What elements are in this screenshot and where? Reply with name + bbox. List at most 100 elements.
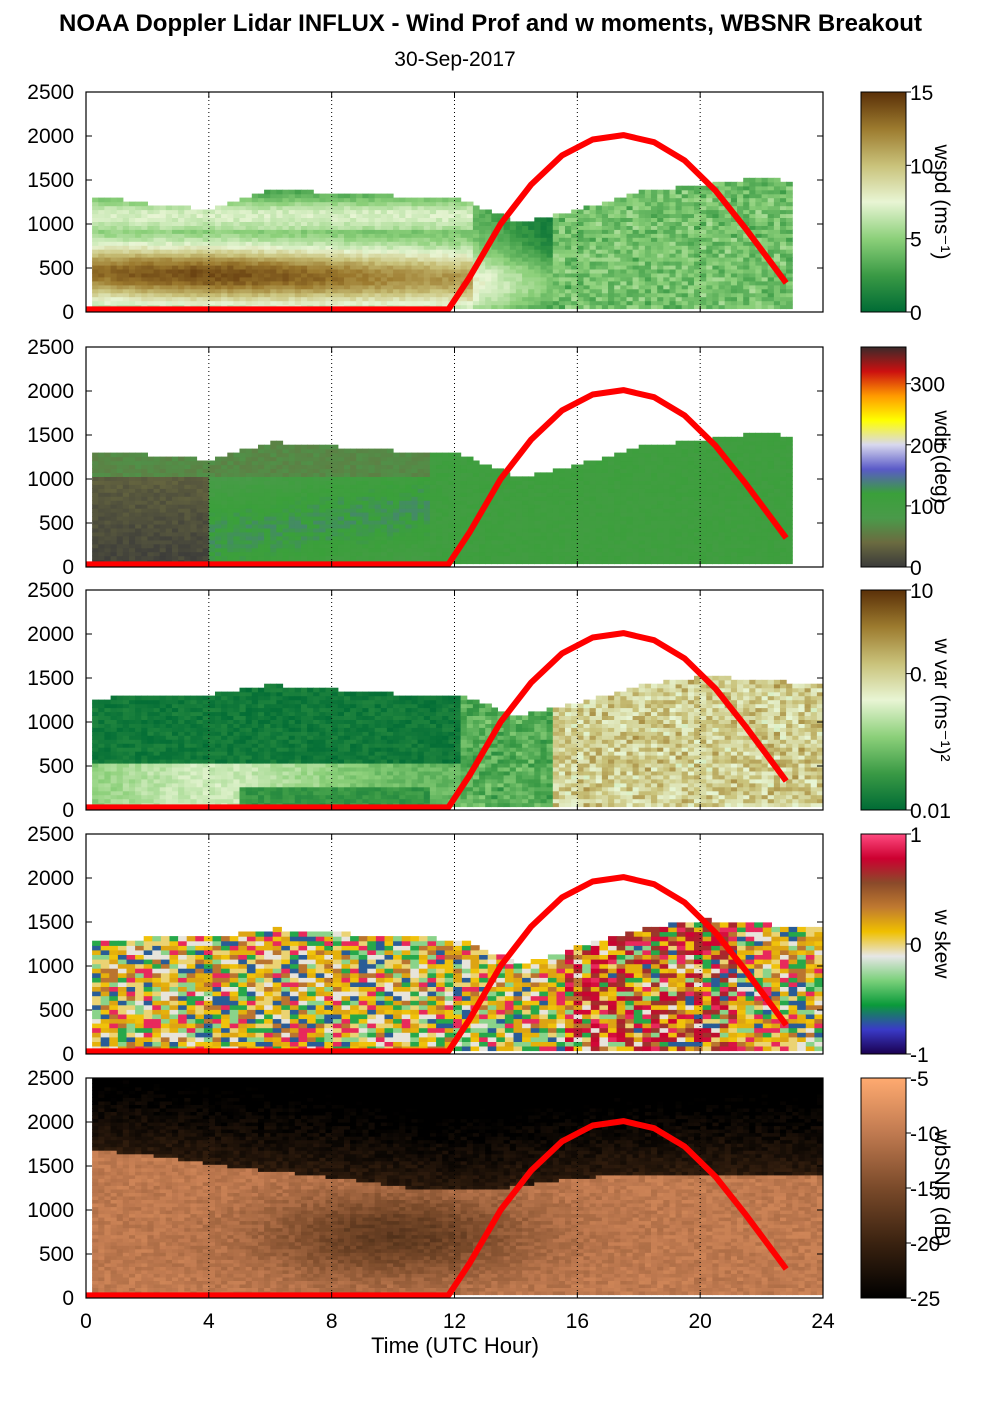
- heatmap-cell: [122, 539, 130, 545]
- heatmap-cell: [331, 476, 339, 481]
- heatmap-cell: [141, 257, 148, 262]
- heatmap-cell: [344, 280, 351, 286]
- heatmap-cell: [337, 288, 345, 294]
- heatmap-cell: [221, 500, 228, 505]
- heatmap-cell: [712, 209, 720, 215]
- heatmap-cell: [233, 257, 241, 262]
- heatmap-cell: [558, 241, 566, 246]
- heatmap-cell: [221, 205, 228, 211]
- heatmap-cell: [135, 276, 142, 282]
- heatmap-cell: [141, 241, 148, 246]
- heatmap-cell: [227, 460, 234, 466]
- heatmap-cell: [251, 284, 259, 290]
- heatmap-cell: [190, 464, 198, 470]
- heatmap-cell: [589, 213, 597, 218]
- heatmap-cell: [159, 476, 167, 481]
- heatmap-cell: [215, 508, 222, 513]
- heatmap-cell: [644, 264, 652, 270]
- heatmap-cell: [301, 229, 308, 234]
- heatmap-cell: [534, 257, 541, 262]
- heatmap-cell: [350, 237, 357, 242]
- heatmap-cell: [239, 217, 247, 222]
- heatmap-cell: [644, 241, 652, 246]
- heatmap-cell: [92, 300, 99, 306]
- heatmap-cell: [681, 237, 689, 242]
- heatmap-cell: [239, 452, 247, 458]
- heatmap-cell: [565, 276, 572, 282]
- heatmap-cell: [276, 539, 284, 545]
- heatmap-cell: [313, 225, 320, 230]
- heatmap-cell: [589, 249, 597, 254]
- heatmap-cell: [319, 460, 327, 466]
- heatmap-cell: [98, 241, 105, 246]
- heatmap-cell: [245, 229, 253, 234]
- heatmap-cell: [442, 516, 449, 521]
- heatmap-cell: [393, 229, 400, 234]
- heatmap-cell: [644, 233, 652, 238]
- heatmap-cell: [141, 468, 148, 473]
- heatmap-cell: [399, 484, 406, 489]
- heatmap-cell: [651, 205, 658, 211]
- heatmap-cell: [749, 201, 756, 207]
- heatmap-cell: [485, 213, 492, 218]
- heatmap-cell: [386, 551, 394, 557]
- heatmap-cell: [472, 257, 480, 262]
- heatmap-cell: [159, 464, 167, 470]
- heatmap-cell: [233, 555, 241, 561]
- heatmap-cell: [558, 292, 566, 298]
- heatmap-cell: [325, 272, 333, 278]
- heatmap-cell: [454, 492, 462, 497]
- heatmap-cell: [196, 288, 204, 294]
- heatmap-cell: [386, 488, 394, 493]
- heatmap-cell: [331, 504, 339, 509]
- heatmap-cell: [724, 249, 732, 254]
- heatmap-cell: [147, 496, 155, 501]
- heatmap-cell: [780, 264, 787, 270]
- heatmap-cell: [429, 535, 437, 541]
- heatmap-cell: [761, 197, 769, 203]
- heatmap-cell: [423, 253, 431, 258]
- heatmap-cell: [110, 241, 118, 246]
- heatmap-cell: [571, 249, 578, 254]
- heatmap-cell: [442, 460, 449, 466]
- heatmap-cell: [724, 213, 732, 218]
- heatmap-cell: [442, 245, 449, 250]
- heatmap-cell: [319, 539, 327, 545]
- heatmap-cell: [436, 527, 443, 533]
- heatmap-cell: [644, 217, 652, 222]
- heatmap-cell: [393, 245, 400, 250]
- heatmap-cell: [651, 193, 658, 199]
- heatmap-cell: [393, 531, 400, 537]
- heatmap-cell: [196, 504, 204, 509]
- heatmap-cell: [730, 217, 738, 222]
- heatmap-cell: [589, 280, 597, 286]
- heatmap-cell: [294, 189, 302, 195]
- heatmap-cell: [601, 272, 609, 278]
- heatmap-cell: [307, 547, 314, 553]
- heatmap-cell: [147, 512, 155, 517]
- heatmap-cell: [258, 284, 265, 290]
- heatmap-cell: [405, 217, 413, 222]
- heatmap-cell: [411, 508, 419, 513]
- heatmap-cell: [116, 508, 124, 513]
- heatmap-cell: [681, 241, 689, 246]
- heatmap-cell: [122, 272, 130, 278]
- heatmap-cell: [337, 233, 345, 238]
- heatmap-cell: [577, 292, 584, 298]
- heatmap-cell: [509, 221, 517, 226]
- heatmap-cell: [356, 209, 363, 215]
- heatmap-cell: [251, 268, 259, 274]
- heatmap-cell: [681, 296, 689, 302]
- heatmap-cell: [583, 276, 591, 282]
- heatmap-cell: [165, 245, 173, 250]
- heatmap-cell: [374, 205, 382, 211]
- heatmap-cell: [454, 257, 462, 262]
- heatmap-cell: [657, 237, 664, 242]
- heatmap-cell: [393, 264, 400, 270]
- heatmap-cell: [319, 480, 327, 485]
- heatmap-cell: [429, 472, 437, 477]
- heatmap-cell: [706, 225, 713, 230]
- heatmap-cell: [313, 488, 320, 493]
- heatmap-cell: [448, 492, 456, 497]
- heatmap-cell: [104, 527, 112, 533]
